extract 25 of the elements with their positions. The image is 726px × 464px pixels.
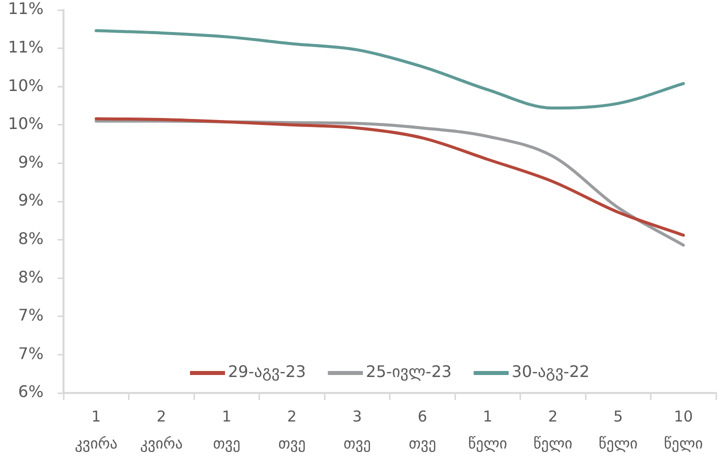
x-tick-label: 5 წელი	[598, 407, 638, 452]
y-tick-label: 9%	[18, 190, 44, 210]
y-tick-label: 7%	[18, 344, 44, 363]
x-tick-label: 10 წელი	[664, 407, 704, 452]
x-tick-label: 1 თვე	[213, 407, 240, 452]
x-tick-label: 3 თვე	[343, 407, 371, 452]
x-tick-label: 2 თვე	[278, 407, 306, 452]
y-tick-label: 10%	[8, 114, 44, 134]
y-tick-label: 6%	[18, 382, 44, 402]
x-tick-label: 1 წელი	[468, 407, 508, 452]
x-tick-label: 1 კვირა	[74, 407, 118, 452]
y-tick-label: 8%	[18, 228, 44, 248]
y-tick-label: 8%	[18, 267, 44, 286]
legend-label: 30-აგვ-22	[512, 362, 590, 382]
legend-label: 25-ივლ-23	[366, 362, 452, 382]
x-tick-label: 6 თვე	[408, 407, 436, 452]
y-tick-label: 11%	[8, 37, 44, 56]
y-tick-label: 10%	[8, 76, 44, 95]
line-series	[94, 29, 685, 110]
y-tick-label: 9%	[18, 152, 44, 172]
y-tick-label: 11%	[8, 0, 44, 18]
x-tick-label: 2 კვირა	[140, 407, 183, 452]
y-tick-label: 7%	[18, 306, 44, 325]
legend-label: 29-აგვ-23	[228, 362, 306, 382]
x-tick-label: 2 წელი	[533, 407, 573, 452]
